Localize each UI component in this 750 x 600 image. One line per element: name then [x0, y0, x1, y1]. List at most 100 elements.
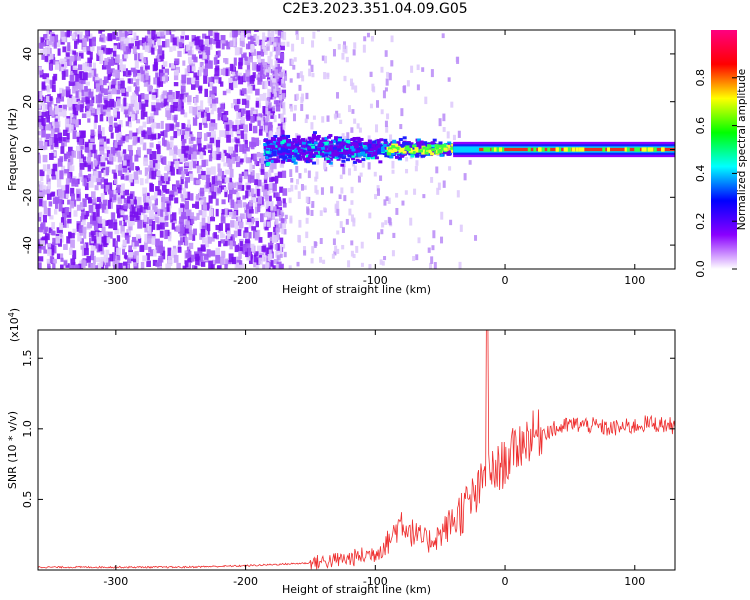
- noise-cell: [409, 217, 413, 226]
- signal-cell: [312, 154, 317, 158]
- noise-cell: [38, 137, 43, 143]
- noise-cell: [87, 222, 93, 229]
- signal-cell: [323, 139, 328, 143]
- noise-cell: [368, 264, 372, 269]
- noise-cell: [77, 119, 81, 125]
- noise-cell: [49, 63, 53, 71]
- noise-cell: [245, 100, 250, 109]
- noise-cell: [112, 252, 116, 262]
- noise-cell: [178, 97, 182, 106]
- signal-cell: [302, 157, 307, 161]
- noise-cell: [55, 97, 61, 104]
- noise-cell: [342, 161, 346, 168]
- noise-cell: [90, 250, 95, 256]
- noise-cell: [40, 50, 45, 55]
- noise-cell: [233, 189, 238, 195]
- noise-cell: [93, 171, 99, 179]
- noise-cell: [60, 234, 64, 243]
- noise-cell: [273, 92, 277, 97]
- noise-cell: [142, 187, 148, 197]
- noise-cell: [350, 186, 354, 194]
- noise-cell: [392, 232, 396, 239]
- signal-cell: [278, 140, 283, 144]
- signal-cell: [324, 145, 329, 149]
- noise-cell: [73, 52, 79, 61]
- signal-cell: [338, 143, 343, 147]
- noise-cell: [152, 203, 157, 213]
- noise-cell: [76, 223, 80, 232]
- spectrogram-cells: [38, 30, 675, 269]
- noise-cell: [245, 57, 251, 66]
- tone-speckle: [626, 147, 630, 152]
- noise-cell: [320, 187, 324, 195]
- noise-cell: [247, 247, 252, 257]
- noise-cell: [97, 216, 102, 223]
- noise-cell: [68, 30, 72, 36]
- noise-cell: [88, 33, 93, 41]
- noise-cell: [233, 70, 239, 78]
- noise-cell: [71, 96, 77, 104]
- noise-cell: [117, 64, 121, 73]
- noise-cell: [123, 31, 129, 36]
- noise-cell: [216, 154, 221, 161]
- noise-cell: [76, 132, 80, 137]
- noise-cell: [437, 182, 441, 191]
- noise-cell: [181, 134, 185, 142]
- noise-cell: [344, 45, 348, 54]
- noise-cell: [245, 212, 249, 219]
- noise-cell: [103, 178, 109, 188]
- noise-cell: [49, 36, 55, 43]
- noise-cell: [370, 36, 374, 42]
- noise-cell: [279, 45, 285, 51]
- signal-cell: [284, 140, 289, 144]
- noise-cell: [165, 188, 170, 194]
- noise-cell: [217, 113, 221, 121]
- noise-cell: [165, 263, 170, 269]
- colorbar-label: Normalized spectral amplitude: [736, 69, 748, 230]
- tone-speckle: [641, 147, 645, 152]
- noise-cell: [241, 42, 245, 48]
- noise-cell: [81, 97, 87, 103]
- noise-cell: [334, 245, 338, 253]
- noise-cell: [94, 265, 99, 269]
- noise-cell: [275, 250, 279, 258]
- signal-cell: [307, 142, 312, 146]
- noise-cell: [187, 56, 193, 64]
- noise-cell: [271, 78, 276, 83]
- noise-cell: [75, 90, 79, 98]
- noise-cell: [258, 39, 264, 46]
- noise-cell: [174, 58, 180, 65]
- noise-cell: [242, 30, 247, 38]
- tone-speckle: [566, 147, 570, 152]
- noise-cell: [212, 103, 217, 112]
- noise-cell: [147, 130, 152, 140]
- noise-cell: [80, 77, 86, 85]
- noise-cell: [351, 161, 355, 167]
- noise-cell: [103, 152, 109, 158]
- noise-cell: [377, 232, 381, 240]
- signal-cell: [273, 158, 278, 162]
- noise-cell: [147, 201, 152, 207]
- noise-cell: [282, 31, 287, 41]
- noise-cell: [144, 65, 150, 70]
- noise-cell: [203, 52, 207, 59]
- noise-cell: [108, 153, 113, 162]
- noise-cell: [250, 35, 254, 45]
- noise-cell: [170, 63, 176, 69]
- noise-cell: [184, 161, 189, 167]
- noise-cell: [268, 67, 272, 73]
- noise-cell: [274, 30, 278, 35]
- noise-cell: [38, 226, 43, 233]
- noise-cell: [172, 185, 177, 192]
- noise-cell: [38, 119, 42, 128]
- noise-cell: [211, 237, 215, 242]
- noise-cell: [59, 222, 63, 231]
- noise-cell: [194, 265, 198, 269]
- noise-cell: [368, 212, 372, 219]
- noise-cell: [43, 229, 48, 234]
- noise-cell: [88, 59, 92, 68]
- noise-cell: [96, 53, 101, 61]
- noise-cell: [49, 53, 54, 60]
- noise-cell: [106, 65, 111, 75]
- signal-cell: [447, 141, 452, 145]
